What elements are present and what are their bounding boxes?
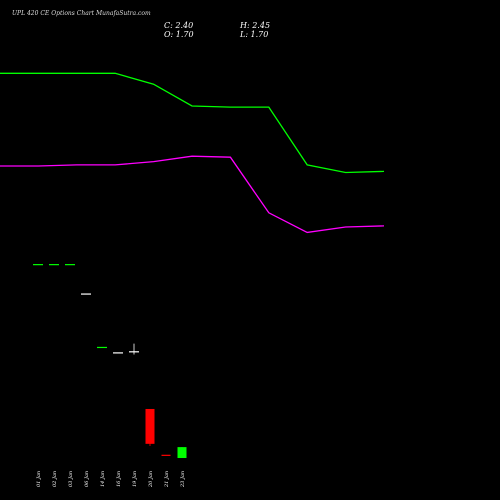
- x-tick-label: 19 Jan: [132, 471, 138, 487]
- candle-23-jan: [177, 447, 187, 459]
- candle-body: [97, 346, 107, 349]
- candle-20-jan: [145, 408, 155, 447]
- x-tick-label: 14 Jan: [100, 471, 106, 487]
- indicator-lines: [0, 72, 385, 234]
- candle-21-jan: [161, 454, 171, 456]
- candle-body: [65, 264, 75, 266]
- x-tick-label: 23 Jan: [180, 471, 186, 488]
- x-tick-label: 03 Jan: [68, 471, 74, 487]
- candle-14-jan: [97, 346, 107, 349]
- candles: [33, 264, 187, 459]
- close-readout: C: 2.40: [164, 21, 194, 30]
- candle-body: [161, 454, 171, 456]
- x-tick-label: 16 Jan: [116, 471, 122, 487]
- candle-body: [49, 264, 59, 266]
- candle-03-jan: [65, 264, 75, 266]
- candle-body: [81, 293, 91, 295]
- candle-16-jan: [113, 352, 123, 354]
- candle-06-jan: [81, 293, 91, 295]
- candle-body: [113, 352, 123, 354]
- candle-01-jan: [33, 264, 43, 266]
- chart-title: UPL 420 CE Options Chart MunafaSutra.com: [12, 10, 151, 17]
- x-tick-label: 06 Jan: [84, 471, 90, 487]
- x-tick-label: 20 Jan: [148, 471, 154, 488]
- low-readout: L: 1.70: [240, 30, 269, 39]
- open-readout: O: 1.70: [164, 30, 194, 39]
- candle-body: [33, 264, 43, 266]
- indicator-line-1: [0, 72, 385, 174]
- candle-body: [129, 351, 139, 353]
- x-tick-label: 21 Jan: [164, 471, 170, 488]
- high-readout: H: 2.45: [240, 21, 271, 30]
- candle-19-jan: [129, 343, 139, 355]
- x-tick-label: 02 Jan: [52, 471, 58, 487]
- x-axis-ticks: 01 Jan 02 Jan 03 Jan 06 Jan 14 Jan 16 Jan 19 J…: [36, 471, 186, 488]
- candle-body: [177, 447, 187, 459]
- candle-02-jan: [49, 264, 59, 266]
- indicator-line-2: [0, 155, 385, 234]
- candle-body: [145, 408, 155, 444]
- x-tick-label: 01 Jan: [36, 471, 42, 487]
